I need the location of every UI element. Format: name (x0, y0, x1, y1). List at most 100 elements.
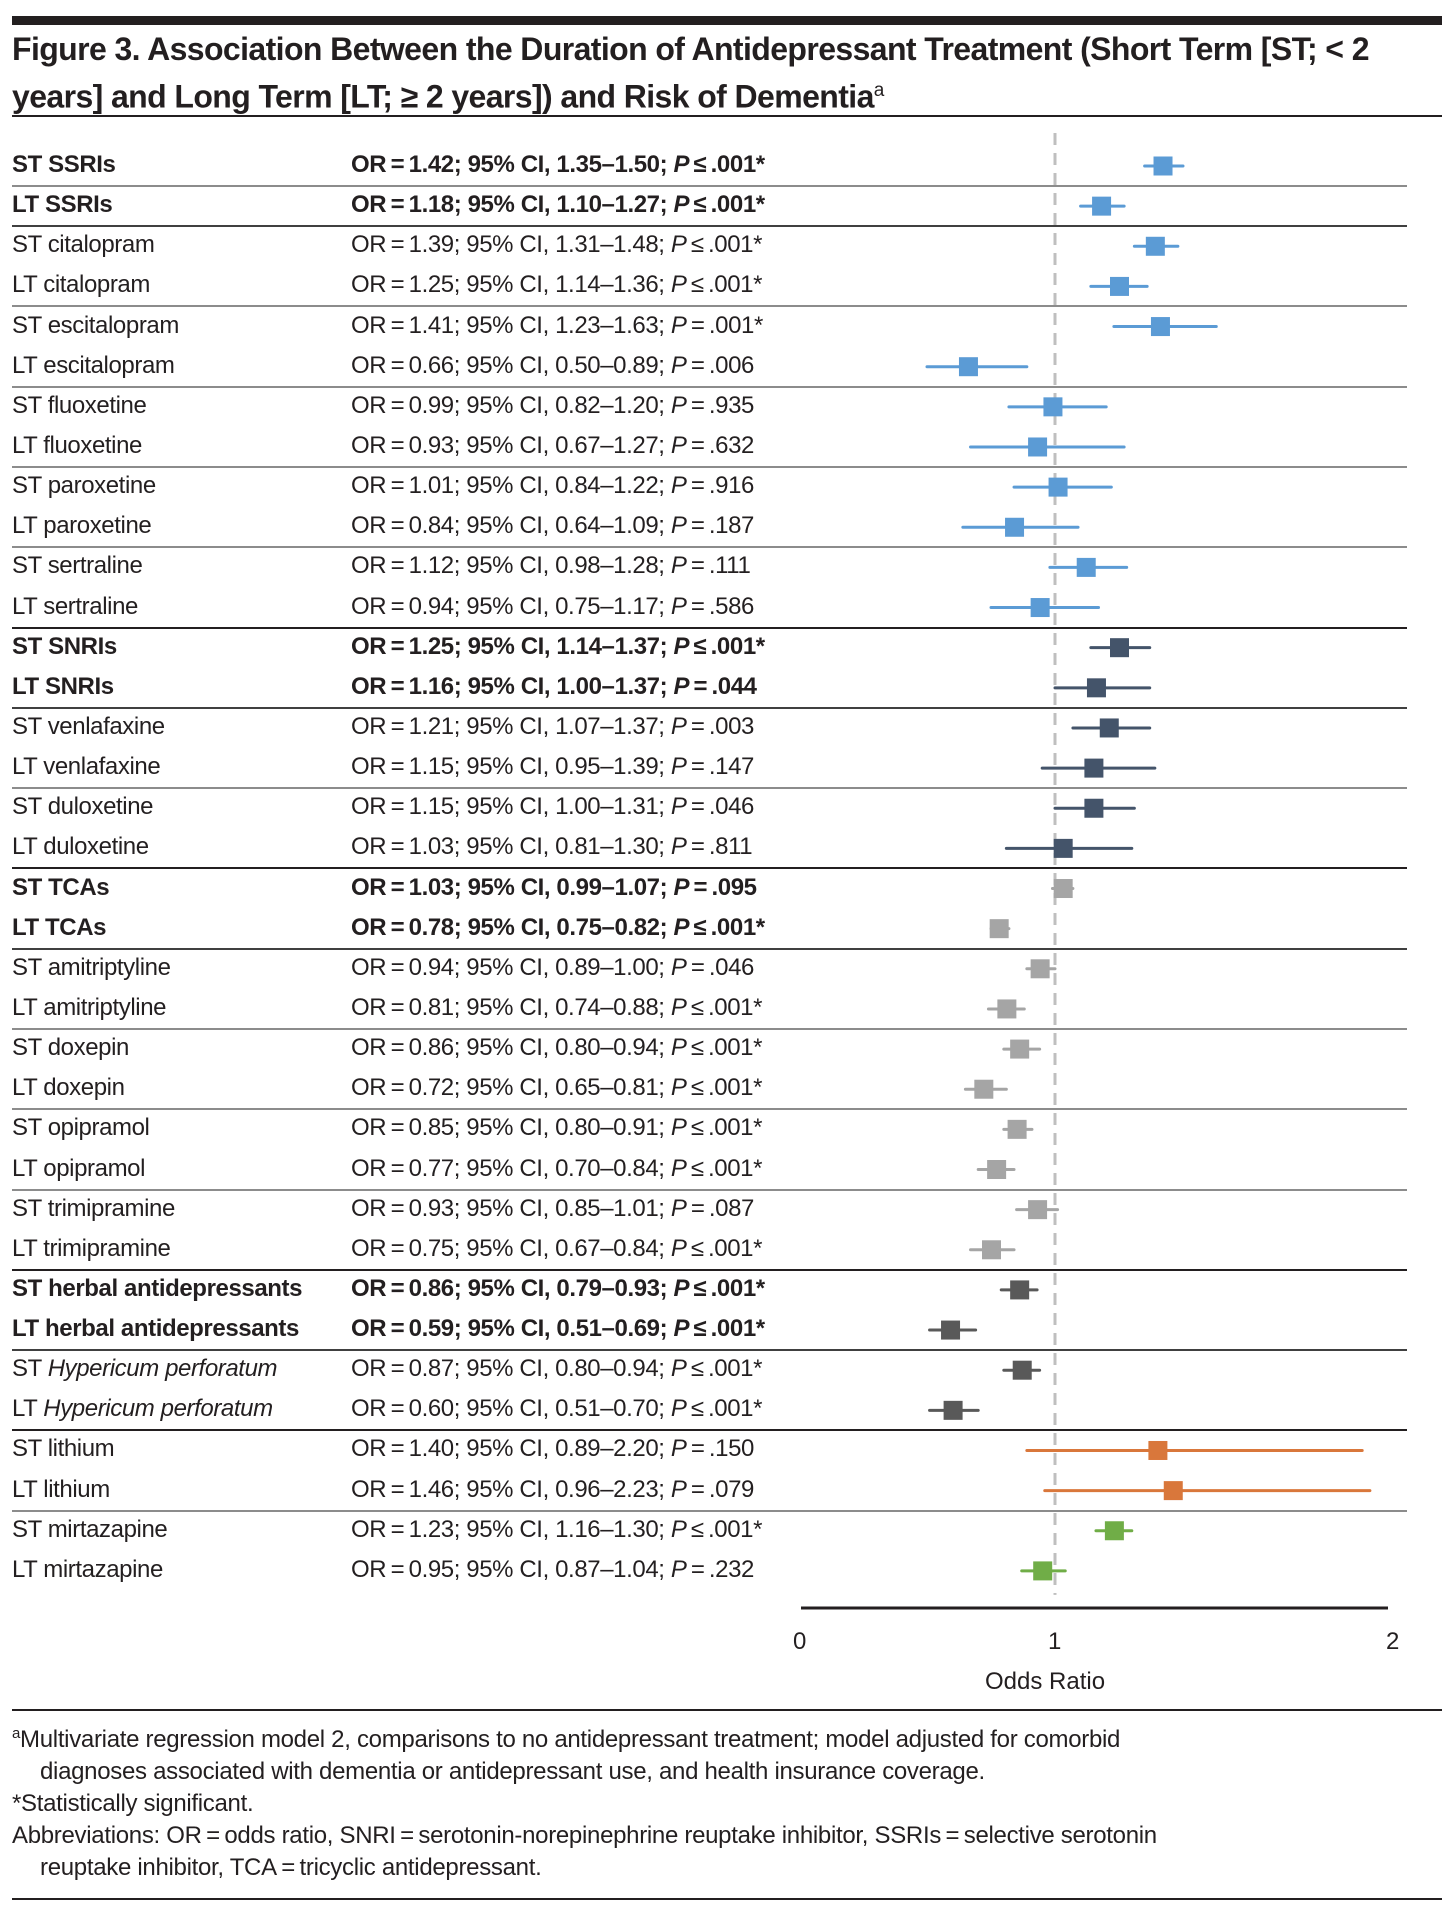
footnote-rule-top (12, 1709, 1442, 1711)
row-statistic: OR = 0.85; 95% CI, 0.80–0.91; P ≤ .001* (351, 1114, 763, 1142)
title-footnote-marker: a (873, 80, 885, 101)
row-label: ST paroxetine (12, 472, 156, 500)
row-statistic: OR = 0.84; 95% CI, 0.64–1.09; P = .187 (351, 512, 754, 540)
point-estimate-marker (989, 919, 1009, 939)
row-statistic: OR = 0.81; 95% CI, 0.74–0.88; P ≤ .001* (351, 993, 763, 1021)
point-estimate-marker (1030, 959, 1050, 979)
row-statistic: OR = 0.60; 95% CI, 0.51–0.70; P ≤ .001* (351, 1395, 763, 1423)
row-label: ST TCAs (12, 873, 110, 901)
row-label: LT doxepin (12, 1074, 125, 1102)
point-estimate-marker (1163, 1481, 1183, 1501)
row-label: ST mirtazapine (12, 1515, 168, 1543)
row-separator (12, 1349, 1407, 1351)
point-estimate-marker (974, 1079, 994, 1099)
row-label: LT escitalopram (12, 351, 175, 379)
figure-title-text: Figure 3. Association Between the Durati… (12, 31, 1369, 115)
row-statistic: OR = 0.75; 95% CI, 0.67–0.84; P ≤ .001* (351, 1234, 763, 1262)
row-separator (12, 466, 1407, 468)
point-estimate-marker (997, 999, 1017, 1019)
row-statistic: OR = 0.94; 95% CI, 0.89–1.00; P = .046 (351, 953, 754, 981)
row-statistic: OR = 1.40; 95% CI, 0.89–2.20; P = .150 (351, 1435, 754, 1463)
point-estimate-marker (987, 1160, 1007, 1179)
row-statistic: OR = 1.25; 95% CI, 1.14–1.36; P ≤ .001* (351, 271, 763, 299)
row-statistic: OR = 1.01; 95% CI, 0.84–1.22; P = .916 (351, 472, 754, 500)
section-separator (12, 627, 1407, 629)
row-separator (12, 185, 1407, 187)
x-axis-label: Odds Ratio (985, 1668, 1106, 1695)
row-label: ST lithium (12, 1435, 115, 1463)
point-estimate-marker (1010, 1039, 1030, 1059)
row-statistic: OR = 1.21; 95% CI, 1.07–1.37; P = .003 (351, 712, 754, 740)
point-estimate-marker (1043, 397, 1063, 417)
row-label: ST SNRIs (12, 632, 117, 660)
row-label: LT paroxetine (12, 512, 152, 540)
row-statistic: OR = 0.86; 95% CI, 0.80–0.94; P ≤ .001* (351, 1034, 763, 1062)
row-statistic: OR = 0.72; 95% CI, 0.65–0.81; P ≤ .001* (351, 1074, 763, 1102)
x-tick-label-1: 1 (1048, 1628, 1062, 1655)
row-statistic: OR = 1.15; 95% CI, 1.00–1.31; P = .046 (351, 793, 754, 821)
point-estimate-marker (982, 1240, 1001, 1260)
row-label: ST herbal antidepressants (12, 1274, 303, 1302)
row-statistic: OR = 1.25; 95% CI, 1.14–1.37; P ≤ .001* (351, 632, 765, 660)
row-statistic: OR = 0.78; 95% CI, 0.75–0.82; P ≤ .001* (351, 913, 765, 941)
row-statistic: OR = 1.16; 95% CI, 1.00–1.37; P = .044 (351, 672, 757, 700)
row-label: LT venlafaxine (12, 753, 161, 781)
title-rule (12, 115, 1442, 117)
row-separator (12, 948, 1407, 950)
row-separator (12, 386, 1407, 388)
point-estimate-marker (958, 357, 978, 377)
row-label: ST fluoxetine (12, 391, 147, 419)
row-statistic: OR = 0.93; 95% CI, 0.67–1.27; P = .632 (351, 431, 754, 459)
row-separator (12, 1510, 1407, 1512)
row-statistic: OR = 0.86; 95% CI, 0.79–0.93; P ≤ .001* (351, 1274, 765, 1302)
point-estimate-marker (1007, 1119, 1027, 1139)
row-separator (12, 1189, 1407, 1191)
row-statistic: OR = 0.66; 95% CI, 0.50–0.89; P = .006 (351, 351, 754, 379)
point-estimate-marker (1104, 1521, 1124, 1541)
row-label: LT herbal antidepressants (12, 1315, 299, 1343)
row-label: ST amitriptyline (12, 953, 171, 981)
row-label: LT trimipramine (12, 1234, 171, 1262)
row-label: LT SSRIs (12, 191, 113, 219)
point-estimate-marker (1148, 1440, 1168, 1460)
top-rule (12, 16, 1442, 25)
point-estimate-marker (1033, 1561, 1053, 1581)
x-tick-label-0: 0 (793, 1628, 807, 1655)
row-statistic: OR = 0.77; 95% CI, 0.70–0.84; P ≤ .001* (351, 1154, 763, 1182)
x-tick-label-2: 2 (1386, 1628, 1400, 1655)
row-label: LT sertraline (12, 592, 138, 620)
row-label: ST doxepin (12, 1034, 129, 1062)
row-statistic: OR = 0.95; 95% CI, 0.87–1.04; P = .232 (351, 1555, 754, 1583)
section-separator (12, 867, 1407, 869)
point-estimate-marker (1084, 758, 1104, 778)
row-label: ST duloxetine (12, 793, 154, 821)
row-separator (12, 787, 1407, 789)
row-statistic: OR = 1.15; 95% CI, 0.95–1.39; P = .147 (351, 753, 754, 781)
point-estimate-marker (943, 1400, 963, 1420)
point-estimate-marker (941, 1320, 961, 1340)
row-label: ST opipramol (12, 1114, 150, 1142)
point-estimate-marker (1099, 718, 1119, 738)
point-estimate-marker (1145, 236, 1165, 256)
point-estimate-marker (1110, 276, 1129, 296)
row-label: LT duloxetine (12, 833, 149, 861)
point-estimate-marker (1012, 1360, 1032, 1380)
row-separator (12, 707, 1407, 709)
row-statistic: OR = 1.12; 95% CI, 0.98–1.28; P = .111 (351, 552, 751, 580)
point-estimate-marker (1053, 879, 1073, 899)
footnote-rule-bottom (12, 1898, 1442, 1900)
row-label: ST venlafaxine (12, 712, 165, 740)
point-estimate-marker (1030, 598, 1050, 618)
row-label: ST escitalopram (12, 311, 179, 339)
row-statistic: OR = 0.87; 95% CI, 0.80–0.94; P ≤ .001* (351, 1355, 763, 1383)
row-statistic: OR = 1.42; 95% CI, 1.35–1.50; P ≤ .001* (351, 151, 765, 178)
row-label: ST Hypericum perforatum (12, 1355, 278, 1383)
row-statistic: OR = 1.41; 95% CI, 1.23–1.63; P = .001* (351, 311, 763, 339)
footnotes: aMultivariate regression model 2, compar… (12, 1718, 1442, 1884)
row-separator (12, 546, 1407, 548)
row-label: ST SSRIs (12, 151, 116, 178)
row-statistic: OR = 0.93; 95% CI, 0.85–1.01; P = .087 (351, 1194, 754, 1222)
row-label: ST trimipramine (12, 1194, 175, 1222)
point-estimate-marker (1048, 477, 1068, 497)
